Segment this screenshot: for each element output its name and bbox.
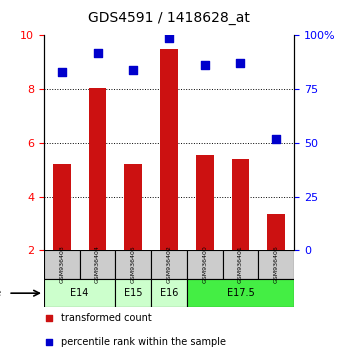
Point	[130, 67, 136, 73]
Point	[273, 136, 279, 141]
Point	[202, 63, 208, 68]
Text: GSM936403: GSM936403	[59, 246, 64, 284]
Text: GSM936405: GSM936405	[131, 246, 136, 284]
Point	[212, 33, 217, 39]
FancyBboxPatch shape	[80, 250, 115, 279]
Text: GDS4591 / 1418628_at: GDS4591 / 1418628_at	[88, 11, 250, 25]
Bar	[267, 214, 285, 250]
Bar	[232, 159, 249, 250]
Text: E16: E16	[160, 288, 178, 298]
Point	[166, 35, 172, 40]
FancyBboxPatch shape	[44, 250, 80, 279]
FancyBboxPatch shape	[115, 279, 151, 308]
Text: GSM936404: GSM936404	[95, 246, 100, 284]
Point	[238, 61, 243, 66]
Point	[95, 50, 100, 56]
Bar	[196, 155, 214, 250]
FancyBboxPatch shape	[115, 250, 151, 279]
Text: transformed count: transformed count	[62, 313, 152, 323]
Text: GSM936402: GSM936402	[167, 246, 171, 284]
Text: percentile rank within the sample: percentile rank within the sample	[62, 337, 226, 347]
Point	[59, 69, 65, 75]
Text: GSM936401: GSM936401	[238, 246, 243, 284]
Bar	[53, 164, 71, 250]
FancyBboxPatch shape	[258, 250, 294, 279]
FancyBboxPatch shape	[44, 279, 115, 308]
Text: age: age	[0, 288, 1, 298]
FancyBboxPatch shape	[151, 250, 187, 279]
Text: E17.5: E17.5	[226, 288, 254, 298]
Bar	[160, 49, 178, 250]
FancyBboxPatch shape	[187, 279, 294, 308]
Bar	[89, 88, 106, 250]
FancyBboxPatch shape	[187, 250, 223, 279]
FancyBboxPatch shape	[151, 279, 187, 308]
Text: E14: E14	[71, 288, 89, 298]
Bar	[124, 164, 142, 250]
FancyBboxPatch shape	[223, 250, 258, 279]
Text: E15: E15	[124, 288, 143, 298]
Text: GSM936406: GSM936406	[274, 246, 279, 284]
Text: GSM936400: GSM936400	[202, 246, 207, 284]
Point	[212, 248, 217, 254]
